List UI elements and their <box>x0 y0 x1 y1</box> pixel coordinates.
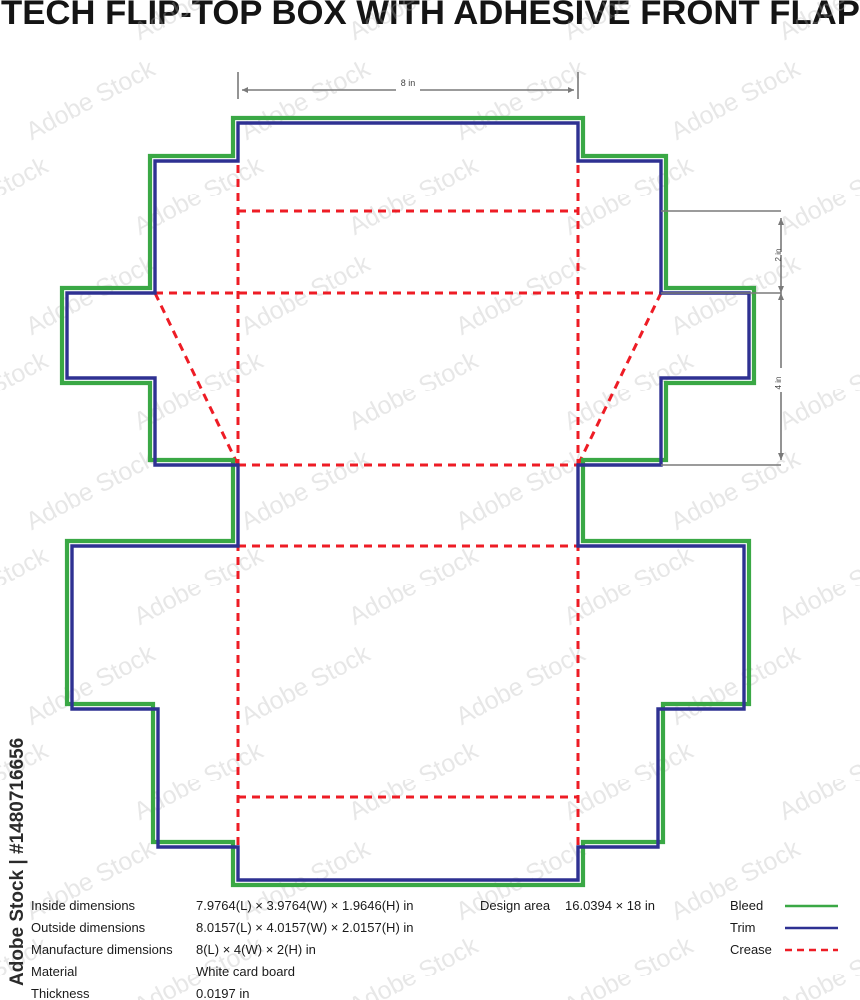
svg-text:2 in: 2 in <box>774 249 783 262</box>
svg-text:Material: Material <box>31 964 77 979</box>
svg-text:Outside dimensions: Outside dimensions <box>31 920 146 935</box>
svg-text:4 in: 4 in <box>774 377 783 390</box>
svg-text:Design area: Design area <box>480 898 551 913</box>
svg-text:8 in: 8 in <box>401 78 416 88</box>
svg-text:8.0157(L) × 4.0157(W) × 2.0157: 8.0157(L) × 4.0157(W) × 2.0157(H) in <box>196 920 414 935</box>
svg-text:Bleed: Bleed <box>730 898 763 913</box>
svg-text:16.0394 × 18 in: 16.0394 × 18 in <box>565 898 655 913</box>
svg-text:Inside dimensions: Inside dimensions <box>31 898 136 913</box>
svg-text:Manufacture dimensions: Manufacture dimensions <box>31 942 173 957</box>
svg-text:7.9764(L) × 3.9764(W) × 1.9646: 7.9764(L) × 3.9764(W) × 1.9646(H) in <box>196 898 414 913</box>
svg-text:White card board: White card board <box>196 964 295 979</box>
svg-text:Thickness: Thickness <box>31 986 90 1000</box>
svg-text:Adobe Stock | #1480716656: Adobe Stock | #1480716656 <box>7 738 28 986</box>
svg-text:Crease: Crease <box>730 942 772 957</box>
svg-text:8(L) × 4(W) × 2(H) in: 8(L) × 4(W) × 2(H) in <box>196 942 316 957</box>
svg-text:0.0197 in: 0.0197 in <box>196 986 250 1000</box>
svg-text:Trim: Trim <box>730 920 756 935</box>
